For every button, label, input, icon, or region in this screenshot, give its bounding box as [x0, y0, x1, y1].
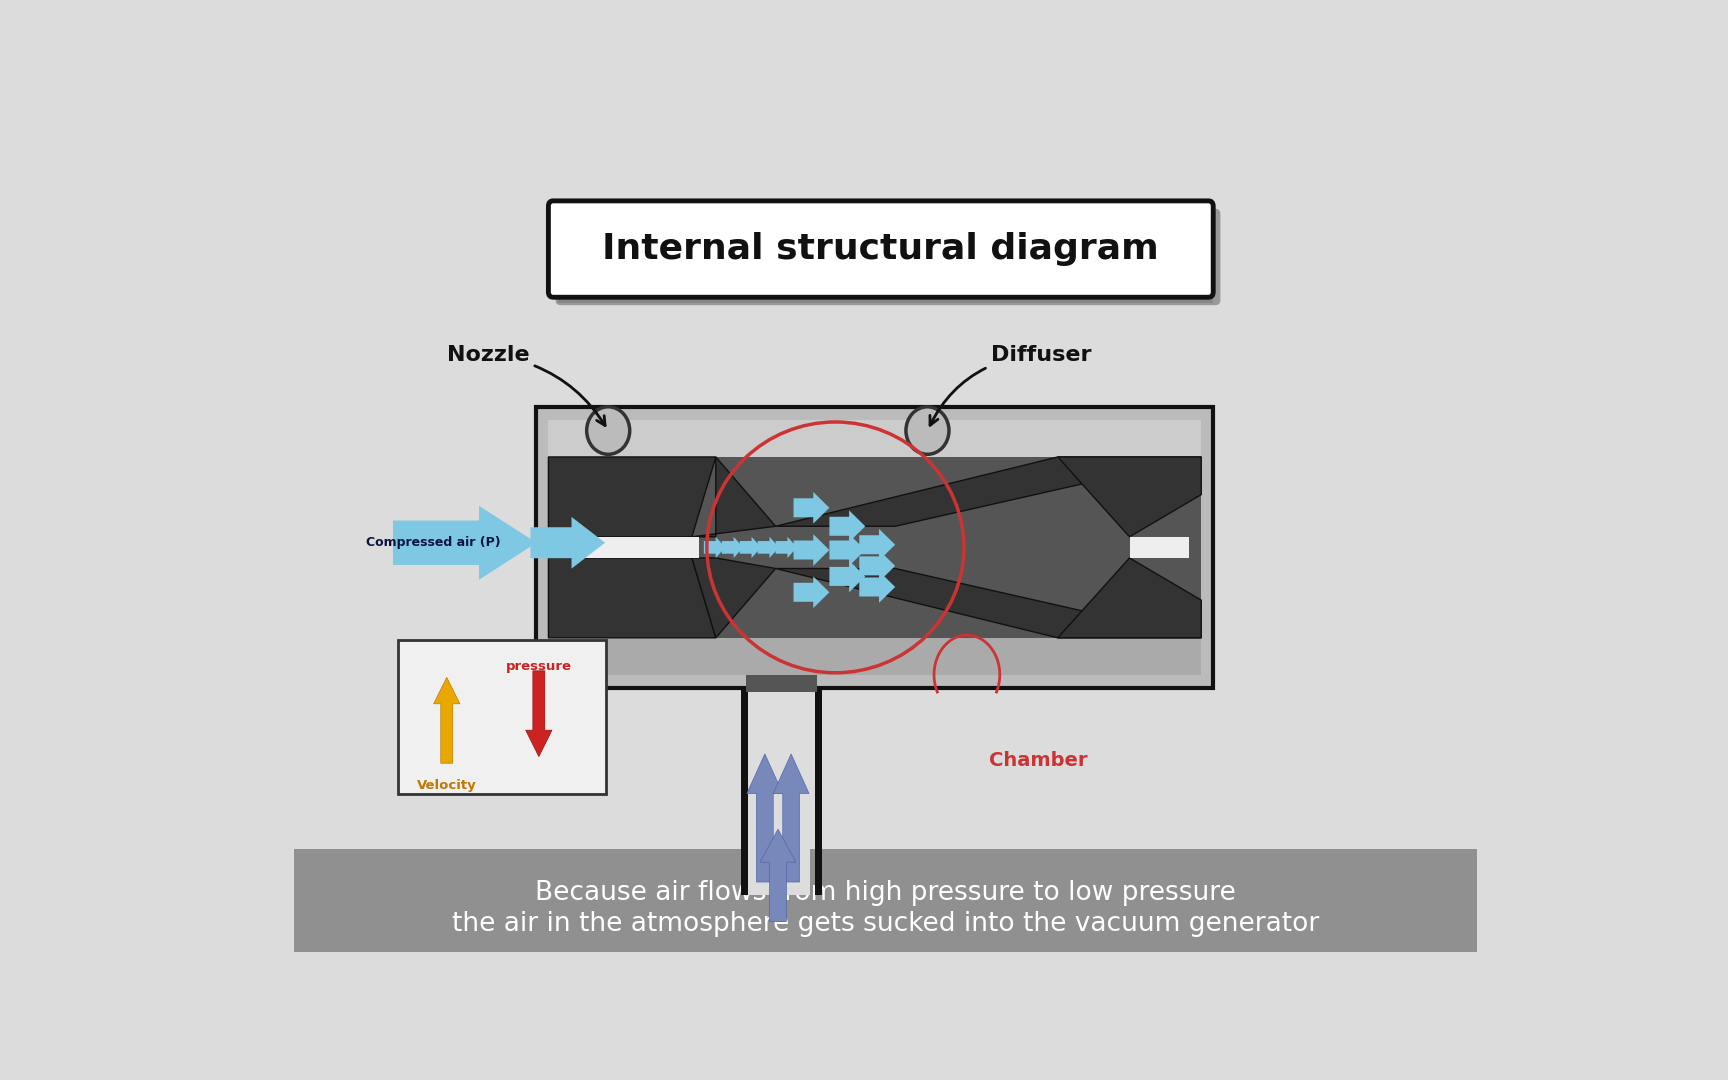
Polygon shape [691, 558, 776, 638]
Polygon shape [392, 505, 536, 580]
Polygon shape [722, 537, 743, 558]
Text: Because air flows from high pressure to low pressure: Because air flows from high pressure to … [536, 879, 1236, 905]
FancyArrow shape [772, 754, 809, 882]
Bar [536, 407, 1213, 688]
Polygon shape [793, 577, 829, 608]
Text: the air in the atmosphere gets sucked into the vacuum generator: the air in the atmosphere gets sucked in… [453, 912, 1318, 937]
Text: pressure: pressure [506, 660, 572, 673]
FancyBboxPatch shape [556, 208, 1220, 306]
Bar [748, 688, 810, 895]
Bar [816, 688, 823, 895]
Polygon shape [776, 537, 797, 558]
Text: Internal structural diagram: Internal structural diagram [603, 232, 1159, 266]
Bar [548, 420, 1201, 457]
Polygon shape [757, 537, 779, 558]
Polygon shape [829, 535, 866, 566]
Text: Velocity: Velocity [416, 779, 477, 792]
Polygon shape [548, 457, 715, 537]
Polygon shape [740, 537, 762, 558]
Polygon shape [829, 561, 866, 592]
Text: Diffuser: Diffuser [930, 345, 1092, 426]
Polygon shape [776, 568, 1201, 638]
Polygon shape [1058, 558, 1201, 638]
Polygon shape [703, 537, 726, 558]
Text: Chamber: Chamber [990, 751, 1089, 770]
Polygon shape [859, 550, 895, 582]
Polygon shape [530, 517, 605, 569]
FancyArrow shape [746, 754, 783, 882]
Polygon shape [859, 529, 895, 561]
FancyBboxPatch shape [558, 286, 1213, 302]
Bar [1130, 537, 1189, 558]
Polygon shape [776, 457, 1201, 526]
Bar [746, 675, 817, 692]
Polygon shape [793, 535, 829, 566]
Bar [294, 849, 1477, 951]
Bar [741, 688, 748, 895]
Text: Compressed air (P): Compressed air (P) [366, 537, 501, 550]
Text: Nozzle: Nozzle [448, 345, 605, 426]
Polygon shape [859, 571, 895, 603]
Bar [548, 537, 700, 558]
Polygon shape [793, 492, 829, 524]
Polygon shape [829, 511, 866, 542]
Circle shape [588, 407, 629, 455]
Polygon shape [691, 457, 776, 537]
Circle shape [905, 407, 949, 455]
Polygon shape [548, 558, 715, 638]
FancyArrow shape [760, 829, 797, 921]
Bar [548, 638, 1201, 675]
FancyBboxPatch shape [397, 640, 607, 794]
FancyArrow shape [525, 671, 551, 757]
Bar [548, 420, 1201, 675]
Polygon shape [1058, 457, 1201, 537]
FancyBboxPatch shape [548, 201, 1213, 297]
FancyArrow shape [434, 677, 460, 764]
